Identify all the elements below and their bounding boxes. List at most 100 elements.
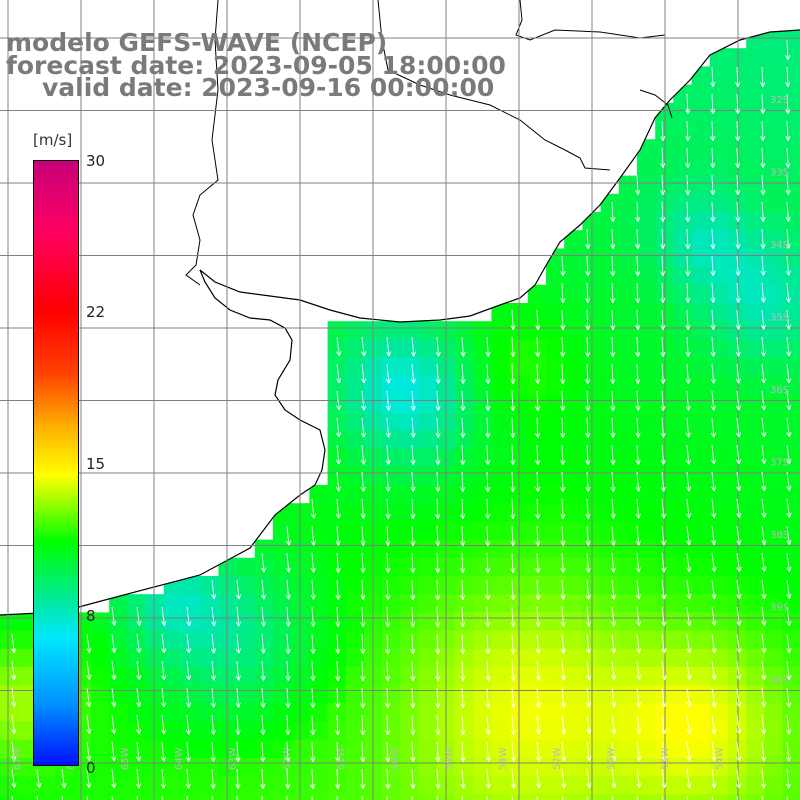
- wind-arrow: [735, 309, 741, 330]
- wind-cell: [327, 339, 347, 359]
- wind-arrow: [335, 552, 341, 573]
- wind-arrow: [661, 552, 667, 573]
- wind-cell: [254, 667, 274, 686]
- wind-arrows: [11, 39, 792, 800]
- wind-arrow: [760, 147, 766, 169]
- wind-arrow: [786, 336, 792, 357]
- wind-cell: [400, 648, 420, 668]
- wind-cell: [327, 430, 347, 450]
- wind-cell: [618, 321, 638, 340]
- wind-arrow: [635, 228, 641, 250]
- wind-arrow: [385, 606, 391, 628]
- wind-cell: [0, 685, 19, 704]
- wind-arrow: [511, 768, 517, 789]
- wind-arrow: [661, 525, 667, 546]
- wind-arrow: [585, 552, 591, 573]
- wind-cell: [418, 430, 438, 450]
- wind-cell: [673, 466, 693, 486]
- wind-arrow: [235, 687, 241, 708]
- wind-cell: [764, 284, 784, 304]
- wind-arrow: [385, 390, 391, 411]
- wind-cell: [746, 66, 765, 86]
- wind-cell: [709, 667, 729, 686]
- land-mask: [0, 0, 800, 615]
- wind-arrow: [186, 606, 192, 627]
- wind-arrow: [410, 417, 416, 438]
- wind-cell: [382, 430, 401, 450]
- wind-cell: [746, 139, 765, 158]
- wind-cell: [400, 557, 420, 577]
- wind-cell: [327, 612, 347, 632]
- wind-cell: [527, 667, 547, 686]
- wind-arrow: [786, 795, 788, 800]
- wind-cell: [746, 284, 765, 304]
- wind-cell: [764, 739, 784, 759]
- wind-cell: [455, 375, 474, 395]
- wind-cell: [200, 703, 219, 723]
- wind-arrow: [535, 417, 541, 439]
- wind-arrow: [785, 201, 791, 222]
- wind-cell: [400, 685, 420, 704]
- wind-arrow: [435, 741, 441, 762]
- wind-cell: [345, 794, 365, 800]
- wind-arrow: [460, 552, 466, 574]
- wind-cell: [709, 212, 729, 231]
- wind-arrow: [410, 390, 416, 411]
- wind-cell: [0, 794, 19, 800]
- wind-arrow: [711, 606, 717, 626]
- wind-cell: [163, 703, 183, 723]
- wind-cell: [345, 412, 365, 431]
- lon-label: 67W: [12, 747, 23, 770]
- wind-cell: [764, 594, 784, 613]
- wind-arrow: [736, 552, 742, 572]
- wind-cell: [309, 685, 329, 704]
- wind-cell: [546, 321, 565, 340]
- wind-cell: [764, 248, 784, 268]
- wind-cell: [746, 321, 765, 340]
- wind-cell: [182, 667, 201, 686]
- wind-cell: [546, 576, 565, 595]
- wind-arrow: [710, 120, 716, 142]
- wind-cell: [18, 739, 37, 759]
- wind-cell: [0, 703, 19, 723]
- wind-arrow: [686, 768, 692, 788]
- wind-arrow: [435, 390, 441, 411]
- wind-arrow: [185, 768, 191, 789]
- wind-cell: [546, 394, 565, 413]
- wind-arrow: [660, 228, 666, 250]
- wind-cell: [273, 685, 292, 704]
- wind-cell: [691, 266, 711, 286]
- wind-cell: [491, 794, 511, 800]
- wind-cell: [309, 576, 329, 595]
- wind-arrow: [661, 714, 667, 734]
- wind-cell: [546, 375, 565, 395]
- wind-cell: [673, 303, 693, 322]
- wind-cell: [145, 685, 165, 704]
- wind-arrow: [136, 687, 142, 708]
- wind-arrow: [210, 768, 216, 789]
- wind-arrow: [185, 687, 192, 708]
- wind-cell: [418, 557, 438, 577]
- wind-arrow: [335, 768, 341, 790]
- wind-cell: [200, 612, 219, 632]
- wind-cell: [418, 648, 438, 668]
- wind-arrow: [710, 174, 716, 196]
- wind-arrow: [685, 336, 691, 357]
- wind-cell: [746, 448, 765, 468]
- wind-cell: [400, 466, 420, 486]
- wind-cell: [36, 794, 56, 800]
- wind-cell: [182, 721, 201, 741]
- wind-arrow: [460, 768, 466, 789]
- wind-cell: [291, 721, 310, 741]
- wind-cell: [455, 357, 474, 377]
- wind-arrow: [385, 741, 391, 763]
- wind-cell: [473, 557, 492, 577]
- wind-arrow: [410, 714, 416, 736]
- wind-cell: [273, 667, 292, 686]
- wind-cell: [400, 485, 420, 504]
- wind-cell: [564, 721, 583, 741]
- wind-cell: [236, 630, 256, 650]
- wind-arrow: [485, 687, 491, 708]
- wind-cell: [200, 630, 219, 650]
- wind-cell: [455, 739, 474, 759]
